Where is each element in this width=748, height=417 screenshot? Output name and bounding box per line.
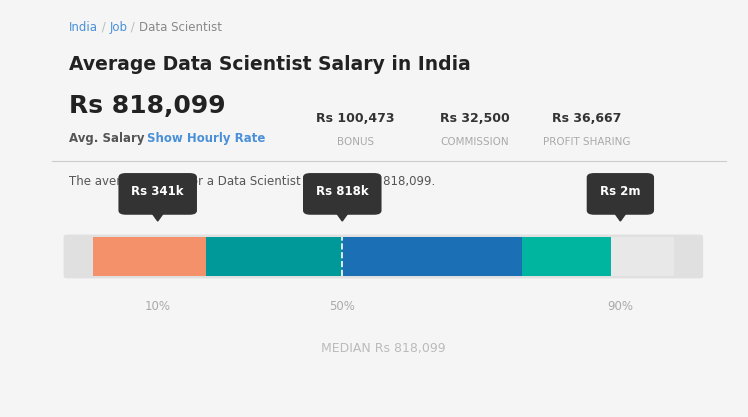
Text: 50%: 50% bbox=[329, 300, 355, 313]
Text: Rs 341k: Rs 341k bbox=[132, 185, 184, 198]
FancyBboxPatch shape bbox=[93, 237, 206, 276]
Text: Rs 100,473: Rs 100,473 bbox=[316, 112, 394, 126]
Polygon shape bbox=[150, 211, 165, 221]
Text: PROFIT SHARING: PROFIT SHARING bbox=[544, 137, 631, 147]
Text: Data Scientist: Data Scientist bbox=[139, 20, 222, 34]
Text: Rs 32,500: Rs 32,500 bbox=[440, 112, 510, 126]
FancyBboxPatch shape bbox=[64, 234, 703, 279]
FancyBboxPatch shape bbox=[522, 237, 611, 276]
Text: BONUS: BONUS bbox=[337, 137, 374, 147]
Text: Avg. Salary: Avg. Salary bbox=[69, 132, 144, 145]
Polygon shape bbox=[613, 211, 628, 221]
Text: Rs 818,099: Rs 818,099 bbox=[69, 94, 225, 118]
Text: India: India bbox=[69, 20, 98, 34]
Text: COMMISSION: COMMISSION bbox=[441, 137, 509, 147]
Text: The average salary for a Data Scientist in India is Rs 818,099.: The average salary for a Data Scientist … bbox=[69, 175, 435, 188]
FancyBboxPatch shape bbox=[586, 173, 654, 215]
Text: 90%: 90% bbox=[607, 300, 634, 313]
FancyBboxPatch shape bbox=[206, 237, 343, 276]
Text: /: / bbox=[98, 20, 109, 34]
Text: Rs 2m: Rs 2m bbox=[600, 185, 640, 198]
Text: Rs 36,667: Rs 36,667 bbox=[553, 112, 622, 126]
FancyBboxPatch shape bbox=[611, 237, 674, 276]
FancyBboxPatch shape bbox=[303, 173, 381, 215]
Polygon shape bbox=[335, 211, 350, 221]
Text: Rs 818k: Rs 818k bbox=[316, 185, 369, 198]
Text: MEDIAN Rs 818,099: MEDIAN Rs 818,099 bbox=[321, 342, 445, 355]
Text: Average Data Scientist Salary in India: Average Data Scientist Salary in India bbox=[69, 55, 470, 74]
Text: 10%: 10% bbox=[144, 300, 171, 313]
FancyBboxPatch shape bbox=[118, 173, 197, 215]
FancyBboxPatch shape bbox=[343, 237, 522, 276]
Text: /: / bbox=[127, 20, 139, 34]
Text: Job: Job bbox=[109, 20, 127, 34]
Text: Show Hourly Rate: Show Hourly Rate bbox=[147, 132, 266, 145]
